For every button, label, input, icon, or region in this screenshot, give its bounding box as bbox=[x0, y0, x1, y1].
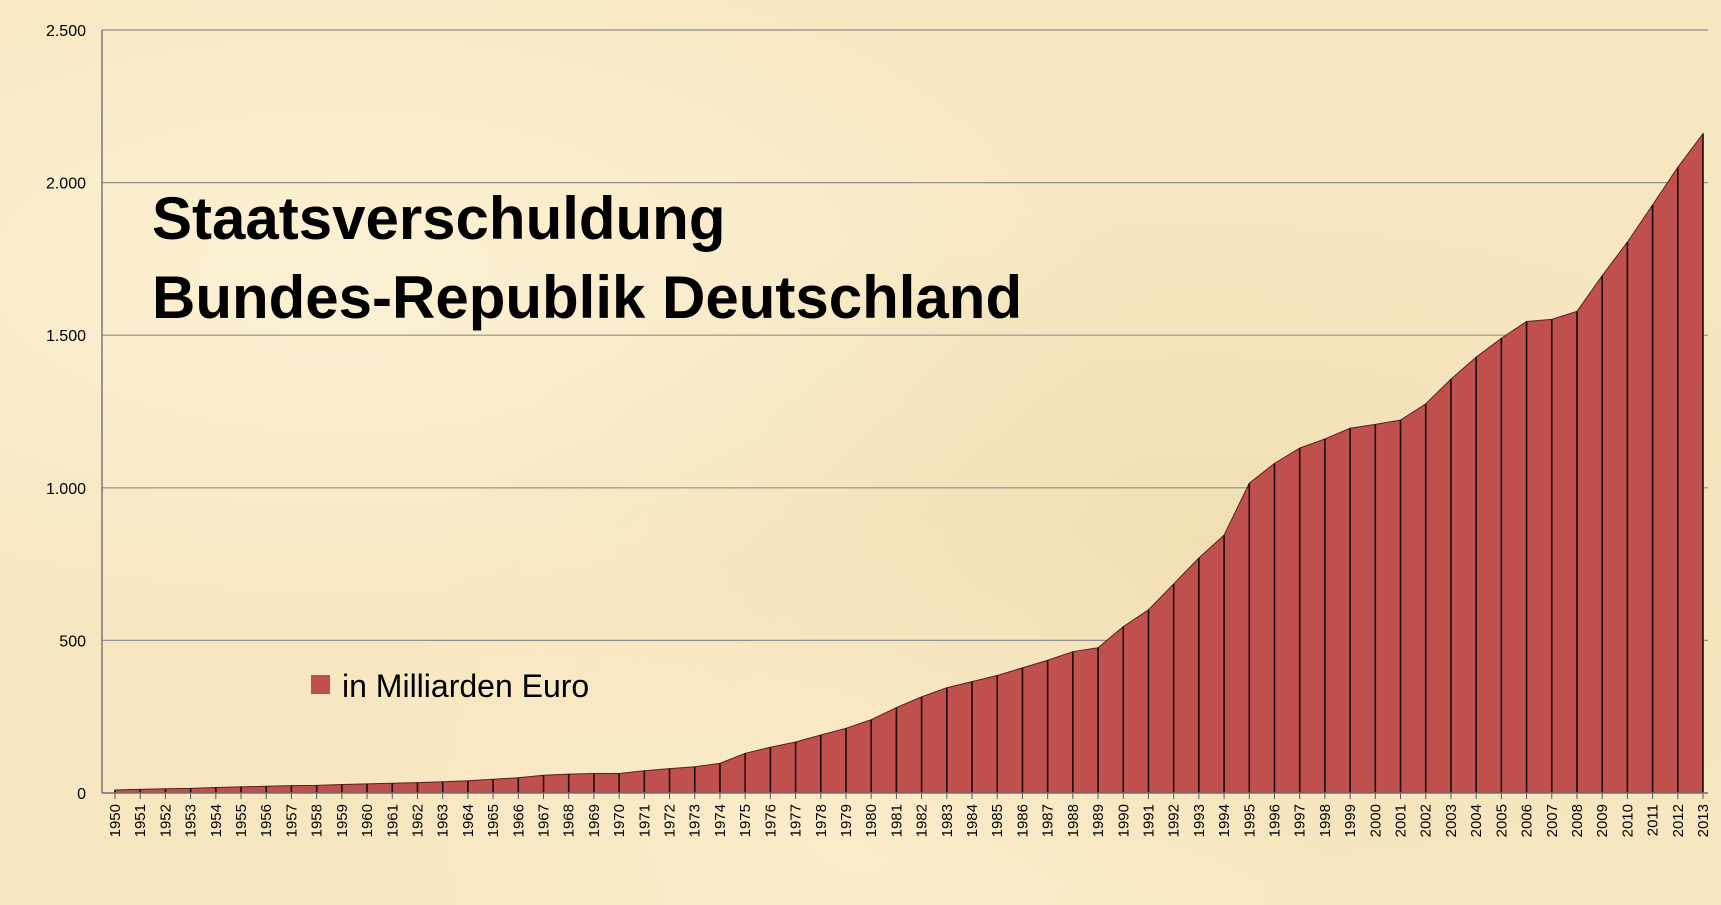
x-tick-label: 1976 bbox=[762, 804, 779, 837]
x-tick-label: 1990 bbox=[1115, 804, 1132, 837]
x-tick-label: 2004 bbox=[1468, 804, 1485, 837]
x-tick-label: 1984 bbox=[964, 804, 981, 837]
legend-swatch bbox=[311, 675, 330, 694]
y-tick-label: 1.500 bbox=[46, 328, 86, 345]
series-area bbox=[114, 132, 1704, 794]
x-tick-label: 2008 bbox=[1569, 804, 1586, 837]
x-tick-label: 1956 bbox=[258, 804, 275, 837]
x-tick-label: 1964 bbox=[460, 804, 477, 837]
x-tick-label: 1954 bbox=[208, 804, 225, 837]
x-tick-label: 1963 bbox=[435, 804, 452, 837]
x-tick-label: 1989 bbox=[1090, 804, 1107, 837]
debt-area bbox=[114, 132, 1704, 794]
x-tick-label: 1986 bbox=[1014, 804, 1031, 837]
legend: in Milliarden Euro bbox=[311, 668, 589, 704]
x-tick-label: 1987 bbox=[1040, 804, 1057, 837]
x-tick-label: 2001 bbox=[1393, 804, 1410, 837]
x-axis-ticks: 1950 1951 1952 1953 1954 1955 1956 1957 1958 1959… bbox=[107, 793, 1712, 837]
x-tick-label: 1999 bbox=[1342, 804, 1359, 837]
x-tick-label: 1971 bbox=[636, 804, 653, 837]
y-tick-label: 500 bbox=[59, 633, 86, 650]
x-tick-label: 1966 bbox=[510, 804, 527, 837]
x-tick-label: 1991 bbox=[1140, 804, 1157, 837]
chart-title-line-2: Bundes-Republik Deutschland bbox=[152, 264, 1022, 331]
x-tick-label: 1972 bbox=[662, 804, 679, 837]
y-tick-label: 0 bbox=[77, 786, 86, 803]
x-tick-label: 1997 bbox=[1292, 804, 1309, 837]
plot-frame bbox=[101, 30, 1708, 794]
x-tick-label: 1975 bbox=[737, 804, 754, 837]
x-tick-label: 1960 bbox=[359, 804, 376, 837]
x-tick-label: 1968 bbox=[561, 804, 578, 837]
x-tick-label: 1978 bbox=[813, 804, 830, 837]
x-tick-label: 1993 bbox=[1191, 804, 1208, 837]
x-tick-label: 1996 bbox=[1266, 804, 1283, 837]
legend-label: in Milliarden Euro bbox=[342, 668, 589, 704]
x-tick-label: 1957 bbox=[283, 804, 300, 837]
x-tick-label: 1979 bbox=[838, 804, 855, 837]
x-tick-label: 1953 bbox=[183, 804, 200, 837]
x-tick-label: 1988 bbox=[1065, 804, 1082, 837]
x-tick-label: 2000 bbox=[1367, 804, 1384, 837]
x-tick-label: 1965 bbox=[485, 804, 502, 837]
x-tick-label: 1970 bbox=[611, 804, 628, 837]
x-tick-label: 2012 bbox=[1670, 804, 1687, 837]
x-tick-label: 1967 bbox=[536, 804, 553, 837]
x-tick-label: 1995 bbox=[1241, 804, 1258, 837]
x-tick-label: 2007 bbox=[1544, 804, 1561, 837]
y-axis-ticks: 0 500 1.000 1.500 2.000 2.500 bbox=[46, 23, 86, 803]
x-tick-label: 1955 bbox=[233, 804, 250, 837]
x-tick-label: 1982 bbox=[914, 804, 931, 837]
x-tick-label: 2005 bbox=[1493, 804, 1510, 837]
x-tick-label: 1974 bbox=[712, 804, 729, 837]
x-tick-label: 1959 bbox=[334, 804, 351, 837]
x-tick-label: 1950 bbox=[107, 804, 124, 837]
x-tick-label: 1951 bbox=[132, 804, 149, 837]
x-tick-label: 1998 bbox=[1317, 804, 1334, 837]
x-tick-label: 1994 bbox=[1216, 804, 1233, 837]
x-tick-label: 1977 bbox=[788, 804, 805, 837]
x-tick-label: 1952 bbox=[157, 804, 174, 837]
chart-title-line-1: Staatsverschuldung bbox=[152, 185, 726, 252]
y-tick-label: 2.500 bbox=[46, 23, 86, 40]
x-tick-label: 2002 bbox=[1418, 804, 1435, 837]
x-tick-label: 1961 bbox=[384, 804, 401, 837]
y-tick-label: 1.000 bbox=[46, 481, 86, 498]
x-tick-label: 1985 bbox=[989, 804, 1006, 837]
x-tick-label: 1981 bbox=[888, 804, 905, 837]
x-tick-label: 1983 bbox=[939, 804, 956, 837]
x-tick-label: 1992 bbox=[1166, 804, 1183, 837]
x-tick-label: 1958 bbox=[309, 804, 326, 837]
y-tick-label: 2.000 bbox=[46, 176, 86, 193]
x-tick-label: 2006 bbox=[1519, 804, 1536, 837]
x-tick-label: 1980 bbox=[863, 804, 880, 837]
x-tick-label: 2011 bbox=[1645, 804, 1662, 836]
x-tick-label: 2009 bbox=[1594, 804, 1611, 837]
x-tick-label: 2013 bbox=[1695, 804, 1712, 837]
x-tick-label: 2003 bbox=[1443, 804, 1460, 837]
x-tick-label: 1973 bbox=[687, 804, 704, 837]
x-tick-label: 1969 bbox=[586, 804, 603, 837]
x-tick-label: 1962 bbox=[409, 804, 426, 837]
x-tick-label: 2010 bbox=[1619, 804, 1636, 837]
